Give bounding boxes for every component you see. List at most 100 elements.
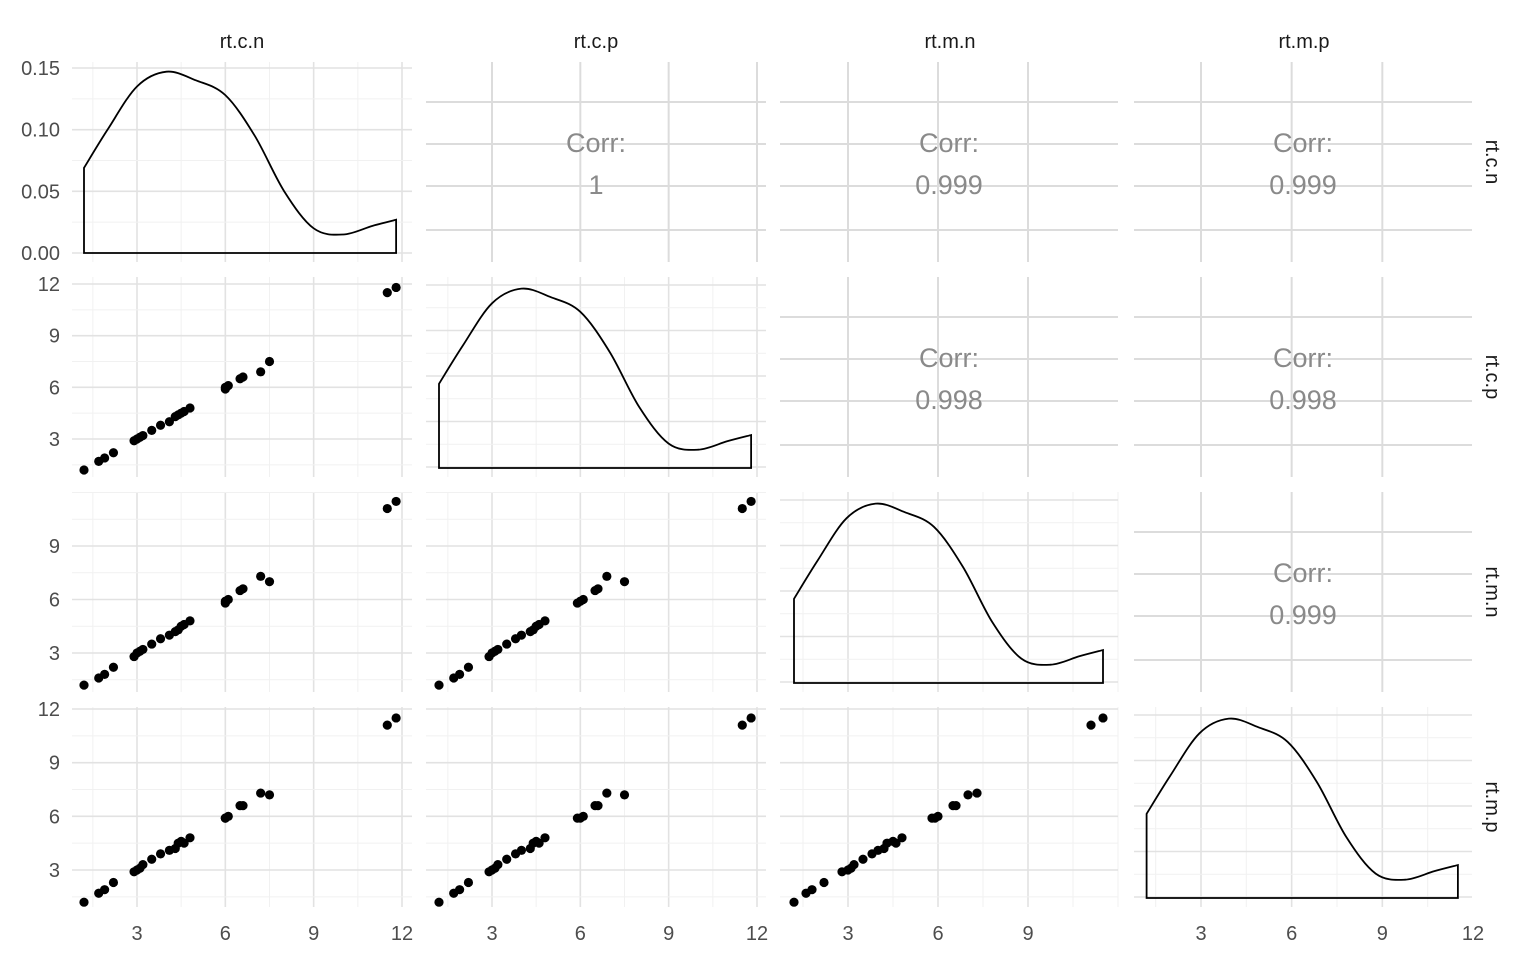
panel-rt-m-n-by-rt-c-p	[426, 492, 766, 692]
strip-right-rt-m-n: rt.m.n	[1481, 566, 1503, 617]
density-curve-rt-m-n	[793, 502, 1104, 684]
scatter-point	[502, 854, 512, 864]
x-tick-label: 9	[1377, 923, 1388, 945]
x-tick-label: 6	[932, 923, 943, 945]
panel-rt-m-n-by-rt-m-n	[780, 492, 1119, 692]
y-tick-label: 6	[49, 590, 60, 612]
scatter-point	[391, 713, 401, 723]
panel-rt-m-n-by-rt-c-n	[72, 492, 412, 692]
x-tick-label: 3	[131, 923, 142, 945]
scatter-point	[256, 788, 266, 798]
panel-rt-c-n-by-rt-c-p: Corr: 1	[426, 62, 766, 262]
y-tick-label: 6	[49, 806, 60, 828]
scatter-point	[223, 811, 233, 821]
scatter-point	[602, 571, 612, 581]
y-tick-label: 3	[49, 860, 60, 882]
scatter-point	[540, 616, 550, 626]
strip-top-rt-m-p: rt.m.p	[1278, 31, 1329, 53]
scatter-point	[578, 594, 588, 605]
strip-top-rt-c-p: rt.c.p	[574, 31, 618, 53]
y-tick-label: 0.15	[21, 58, 60, 80]
scatter-point	[185, 403, 195, 413]
scatter-point	[434, 680, 444, 690]
scatter-point	[79, 465, 89, 475]
scatter-point	[963, 790, 973, 800]
scatter-point	[238, 372, 248, 382]
scatter-point	[789, 897, 799, 907]
panel-rt-c-n-by-rt-c-n	[72, 62, 412, 262]
corr-label: Corr:	[566, 128, 626, 158]
panel-rt-c-n-by-rt-m-p: Corr: 0.999	[1134, 62, 1472, 262]
scatter-point	[502, 639, 512, 649]
panel-rt-m-p-by-rt-c-p	[426, 707, 766, 907]
corr-label: Corr:	[1273, 558, 1333, 588]
scatter-point	[382, 288, 392, 298]
scatter-point	[493, 860, 503, 870]
y-tick-label: 9	[49, 536, 60, 558]
x-tick-label: 9	[663, 923, 674, 945]
scatter-point	[593, 584, 603, 594]
y-tick-label: 3	[49, 429, 60, 451]
top-strip-labels: rt.c.n rt.c.p rt.m.n rt.m.p	[220, 31, 1330, 53]
scatter-point	[147, 639, 157, 649]
scatter-point	[147, 425, 157, 435]
x-tick-label: 6	[575, 923, 586, 945]
scatter-point	[1098, 713, 1108, 723]
density-curve-rt-c-n	[83, 70, 398, 254]
scatter-point	[540, 833, 550, 843]
corr-value: 0.999	[1269, 170, 1337, 200]
corr-value: 0.998	[1269, 385, 1337, 415]
scatter-point	[138, 860, 148, 870]
y-tick-label: 9	[49, 753, 60, 775]
scatter-point	[849, 860, 859, 870]
scatter-point	[897, 833, 907, 843]
x-tick-label: 3	[1195, 923, 1206, 945]
scatter-point	[155, 849, 166, 859]
strip-right-rt-m-p: rt.m.p	[1481, 781, 1503, 832]
scatter-point	[391, 282, 401, 293]
right-strip-labels: rt.c.n rt.c.p rt.m.n rt.m.p	[1481, 140, 1503, 833]
scatter-point	[463, 877, 474, 888]
scatter-point	[264, 790, 275, 800]
x-tick-label: 12	[746, 923, 768, 945]
scatter-point	[223, 381, 233, 391]
scatter-point	[79, 680, 89, 690]
scatter-point	[534, 838, 544, 848]
density-curve-rt-m-p	[1145, 717, 1459, 899]
x-tick-label: 6	[1286, 923, 1297, 945]
scatter-point	[256, 571, 266, 581]
strip-right-rt-c-n: rt.c.n	[1481, 140, 1503, 184]
scatter-point	[179, 838, 189, 848]
panel-rt-m-n-by-rt-m-p: Corr: 0.999	[1134, 492, 1472, 692]
scatter-point	[593, 801, 603, 811]
scatter-point	[819, 877, 829, 888]
scatter-point	[455, 885, 465, 895]
corr-label: Corr:	[1273, 128, 1333, 158]
scatter-point	[155, 634, 166, 644]
scatter-point	[138, 644, 148, 655]
x-tick-label: 6	[220, 923, 231, 945]
scatter-point	[256, 367, 266, 377]
scatter-point	[185, 616, 195, 626]
scatter-point	[238, 801, 248, 811]
scatter-point	[79, 897, 89, 907]
scatter-point	[434, 897, 444, 907]
scatter-point	[455, 669, 465, 680]
corr-value: 1	[588, 170, 603, 200]
corr-label: Corr:	[919, 128, 979, 158]
corr-value: 0.998	[915, 385, 983, 415]
scatter-point	[138, 430, 148, 441]
y-tick-label: 6	[49, 377, 60, 399]
scatter-point	[619, 577, 630, 587]
x-tick-label: 12	[391, 923, 413, 945]
y-tick-label: 3	[49, 643, 60, 665]
panel-rt-c-p-by-rt-c-p	[426, 277, 766, 477]
strip-top-rt-m-n: rt.m.n	[924, 31, 975, 53]
scatter-point	[746, 713, 756, 723]
scatter-point	[382, 720, 392, 730]
scatter-point	[746, 496, 756, 507]
x-tick-label: 3	[842, 923, 853, 945]
y-tick-label: 0.05	[21, 181, 60, 203]
scatter-point	[578, 811, 588, 821]
density-curve-rt-c-p	[438, 287, 753, 469]
